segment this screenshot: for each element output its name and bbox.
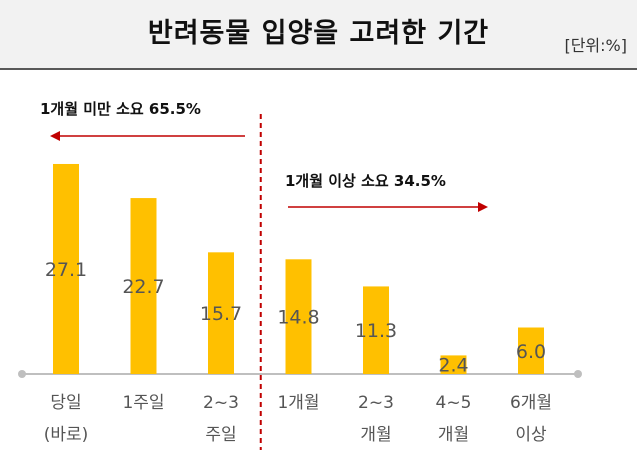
category-label-4-0: 2~3 bbox=[358, 393, 394, 413]
axis-end-right bbox=[574, 370, 582, 378]
annotation-right: 1개월 이상 소요 34.5% bbox=[285, 172, 446, 190]
bar-0 bbox=[53, 163, 79, 374]
category-label-3-0: 1개월 bbox=[277, 393, 319, 413]
value-label-4: 11.3 bbox=[355, 320, 397, 342]
bar-6 bbox=[518, 327, 544, 374]
bar-3 bbox=[285, 259, 312, 374]
category-label-6-1: 이상 bbox=[515, 425, 547, 445]
header-bar: 반려동물 입양을 고려한 기간 [단위:%] bbox=[0, 0, 637, 70]
category-label-2-0: 2~3 bbox=[203, 393, 239, 413]
bar-4 bbox=[363, 286, 389, 374]
axis-end-left bbox=[18, 370, 26, 378]
value-label-3: 14.8 bbox=[277, 307, 319, 329]
category-label-5-0: 4~5 bbox=[436, 393, 472, 413]
bar-1 bbox=[130, 198, 157, 374]
chart-title: 반려동물 입양을 고려한 기간 bbox=[147, 18, 490, 49]
category-label-5-1: 개월 bbox=[438, 425, 469, 445]
category-label-0-0: 당일 bbox=[50, 393, 81, 413]
category-label-4-1: 개월 bbox=[360, 425, 391, 445]
annotation-left: 1개월 미만 소요 65.5% bbox=[40, 100, 201, 118]
bar-chart: 1개월 미만 소요 65.5% 1개월 이상 소요 34.5% 27.1 당일 (바… bbox=[18, 100, 582, 450]
value-label-1: 22.7 bbox=[122, 276, 164, 298]
category-label-0-1: (바로) bbox=[44, 425, 89, 445]
bar-5 bbox=[440, 355, 467, 374]
value-label-6: 6.0 bbox=[516, 341, 546, 363]
value-label-5: 2.4 bbox=[438, 355, 468, 377]
category-label-1-0: 1주일 bbox=[122, 393, 164, 413]
unit-label: [단위:%] bbox=[564, 36, 627, 55]
category-label-2-1: 주일 bbox=[205, 425, 236, 445]
category-label-6-0: 6개월 bbox=[510, 393, 552, 413]
value-label-2: 15.7 bbox=[200, 303, 242, 325]
value-label-0: 27.1 bbox=[45, 259, 87, 281]
bar-2 bbox=[208, 252, 234, 374]
